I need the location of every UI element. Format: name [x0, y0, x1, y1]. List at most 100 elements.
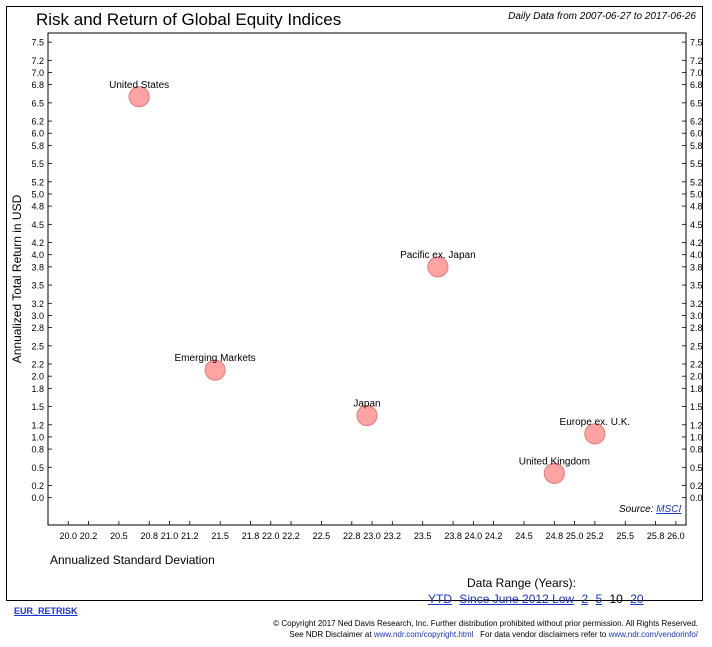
x-tick-label: 21.8: [242, 531, 260, 541]
report-id-link[interactable]: EUR_RETRISK: [14, 606, 78, 616]
y-tick-label-left: 6.0: [31, 129, 44, 139]
x-tick-label: 21.5: [211, 531, 229, 541]
y-tick-label-left: 4.5: [31, 220, 44, 230]
y-tick-label-right: 7.2: [690, 56, 703, 66]
y-tick-label-left: 2.5: [31, 341, 44, 351]
x-tick-label: 25.0: [566, 531, 584, 541]
x-tick-label: 24.5: [515, 531, 533, 541]
data-point-label: Pacific ex. Japan: [400, 250, 476, 261]
x-tick-label: 25.2: [586, 531, 604, 541]
x-tick-label: 22.0: [262, 531, 280, 541]
y-tick-label-left: 1.8: [31, 384, 44, 394]
copyright-text: © Copyright 2017 Ned Davis Research, Inc…: [273, 619, 698, 628]
y-tick-label-left: 2.2: [31, 360, 44, 370]
x-tick-label: 20.5: [110, 531, 128, 541]
y-tick-label-right: 2.0: [690, 372, 703, 382]
x-tick-label: 23.5: [414, 531, 432, 541]
y-tick-label-right: 0.0: [690, 493, 703, 503]
x-tick-label: 20.2: [80, 531, 98, 541]
y-tick-label-right: 2.2: [690, 360, 703, 370]
disclaimer-link[interactable]: www.ndr.com/copyright.html: [373, 630, 474, 639]
data-range-options: YTD Since June 2012 Low 2 5 10 20: [428, 592, 648, 606]
source-link[interactable]: MSCI: [656, 504, 682, 515]
range-option-20y[interactable]: 20: [630, 592, 644, 606]
x-tick-label: 21.2: [181, 531, 199, 541]
y-tick-label-left: 2.8: [31, 323, 44, 333]
y-tick-label-right: 5.0: [690, 189, 703, 199]
y-tick-label-left: 3.5: [31, 281, 44, 291]
y-tick-label-left: 3.2: [31, 299, 44, 309]
y-tick-label-left: 5.8: [31, 141, 44, 151]
data-point: [584, 423, 606, 445]
y-tick-label-right: 6.8: [690, 80, 703, 90]
y-tick-label-left: 0.2: [31, 481, 44, 491]
x-tick-label: 22.2: [282, 531, 300, 541]
y-tick-label-left: 4.8: [31, 202, 44, 212]
y-tick-label-left: 1.0: [31, 432, 44, 442]
y-tick-label-right: 1.8: [690, 384, 703, 394]
range-option-since-2012-low[interactable]: Since June 2012 Low: [459, 592, 575, 606]
x-tick-label: 20.0: [59, 531, 77, 541]
y-tick-label-right: 6.5: [690, 98, 703, 108]
disclaimer-line: See NDR Disclaimer at www.ndr.com/copyri…: [273, 629, 698, 640]
y-tick-label-right: 0.8: [690, 445, 703, 455]
data-point: [427, 256, 449, 278]
y-tick-label-left: 6.8: [31, 80, 44, 90]
page-title: Risk and Return of Global Equity Indices: [36, 10, 342, 29]
y-tick-label-left: 7.2: [31, 56, 44, 66]
x-tick-label: 24.8: [546, 531, 564, 541]
y-tick-label-right: 3.5: [690, 281, 703, 291]
y-tick-label-right: 1.5: [690, 402, 703, 412]
x-tick-label: 24.2: [485, 531, 503, 541]
range-option-5y[interactable]: 5: [595, 592, 603, 606]
data-point-label: Emerging Markets: [175, 353, 256, 364]
y-tick-label-right: 0.2: [690, 481, 703, 491]
y-tick-label-left: 1.2: [31, 420, 44, 430]
y-tick-label-left: 0.0: [31, 493, 44, 503]
x-tick-label: 23.8: [444, 531, 462, 541]
data-point-label: Japan: [353, 399, 380, 410]
x-tick-label: 22.8: [343, 531, 361, 541]
disclaimer-prefix: See NDR Disclaimer at: [289, 630, 372, 639]
y-tick-label-right: 5.2: [690, 177, 703, 187]
y-tick-label-right: 4.2: [690, 238, 703, 248]
data-point-label: United Kingdom: [519, 456, 590, 467]
y-tick-label-left: 0.8: [31, 445, 44, 455]
y-tick-label-right: 2.8: [690, 323, 703, 333]
source-note: Source: MSCI: [619, 504, 681, 515]
y-tick-label-right: 6.0: [690, 129, 703, 139]
x-tick-label: 20.8: [141, 531, 159, 541]
x-tick-label: 23.0: [363, 531, 381, 541]
y-tick-label-right: 3.8: [690, 262, 703, 272]
data-range-label: Data Range (Years):: [467, 576, 576, 590]
vendor-prefix: For data vendor disclaimers refer to: [480, 630, 607, 639]
copyright-notice: © Copyright 2017 Ned Davis Research, Inc…: [273, 618, 698, 640]
x-tick-label: 21.0: [161, 531, 179, 541]
x-tick-label: 24.0: [465, 531, 483, 541]
data-point-label: Europe ex. U.K.: [560, 417, 631, 428]
y-tick-label-left: 2.0: [31, 372, 44, 382]
y-tick-label-right: 4.0: [690, 250, 703, 260]
data-point: [543, 462, 565, 484]
x-tick-label: 23.2: [384, 531, 402, 541]
chart-frame: [6, 6, 703, 601]
y-tick-label-left: 6.2: [31, 117, 44, 127]
x-tick-label: 25.8: [647, 531, 665, 541]
y-tick-label-right: 1.0: [690, 432, 703, 442]
y-tick-label-right: 7.5: [690, 38, 703, 48]
range-option-10y-selected: 10: [609, 592, 623, 606]
data-point-label: United States: [109, 80, 169, 91]
y-tick-label-right: 4.8: [690, 202, 703, 212]
y-tick-label-left: 5.5: [31, 159, 44, 169]
range-option-2y[interactable]: 2: [581, 592, 589, 606]
source-label: Source:: [619, 504, 654, 515]
y-tick-label-left: 4.0: [31, 250, 44, 260]
vendor-link[interactable]: www.ndr.com/vendorinfo/: [608, 630, 698, 639]
plot-area: [47, 32, 687, 526]
y-tick-label-right: 3.2: [690, 299, 703, 309]
y-tick-label-left: 4.2: [31, 238, 44, 248]
data-point: [204, 359, 226, 381]
y-tick-label-left: 3.8: [31, 262, 44, 272]
range-option-ytd[interactable]: YTD: [428, 592, 452, 606]
